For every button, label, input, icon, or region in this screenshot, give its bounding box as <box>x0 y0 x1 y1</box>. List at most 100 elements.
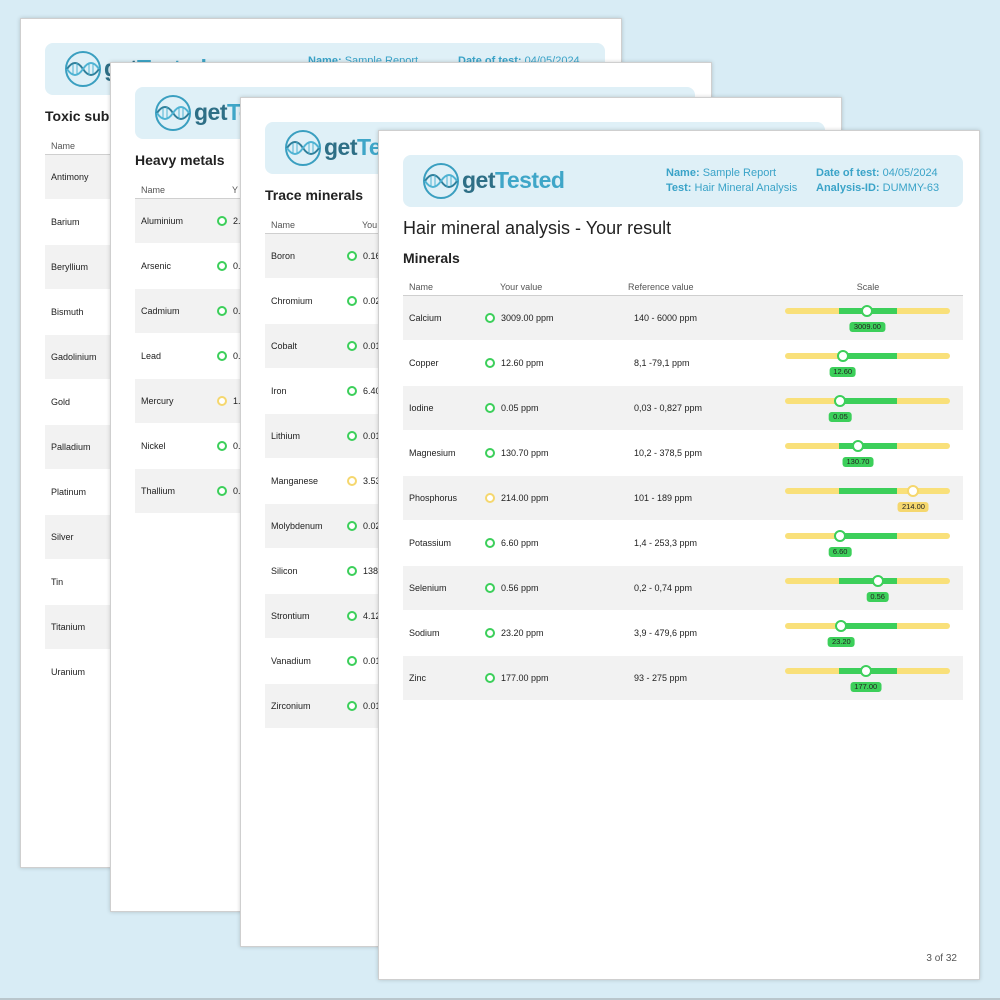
row-reference: 3,9 - 479,6 ppm <box>634 628 698 638</box>
header-label: Test: <box>666 182 692 194</box>
row-reference: 101 - 189 ppm <box>634 493 693 503</box>
scale-label: 12.60 <box>829 367 857 377</box>
row-value: 0.05 ppm <box>501 403 539 413</box>
row-name: Arsenic <box>141 261 172 271</box>
row-name: Barium <box>51 217 80 227</box>
row-value: 23.20 ppm <box>501 628 544 638</box>
row-name: Mercury <box>141 396 174 406</box>
status-icon <box>485 673 495 683</box>
status-icon <box>485 448 495 458</box>
row-value: 0. <box>233 306 241 316</box>
row-reference: 1,4 - 253,3 ppm <box>634 538 698 548</box>
scale-label: 130.70 <box>842 457 874 467</box>
status-icon <box>485 628 495 638</box>
header-field: Test: Hair Mineral Analysis <box>666 180 797 196</box>
row-name: Vanadium <box>271 656 311 666</box>
scale-normal-range <box>839 623 897 629</box>
row-background <box>403 656 963 700</box>
row-name: Gold <box>51 397 71 407</box>
row-reference: 140 - 6000 ppm <box>634 313 698 323</box>
status-icon <box>485 493 495 503</box>
scale-marker <box>834 530 847 542</box>
row-name: Manganese <box>271 476 319 486</box>
scale-normal-range <box>839 488 897 494</box>
row-reference: 8,1 -79,1 ppm <box>634 358 690 368</box>
logo-get: get <box>462 167 496 193</box>
scale-normal-range <box>839 398 897 404</box>
logo-get: get <box>324 134 358 160</box>
row-background <box>403 386 963 430</box>
status-icon <box>347 656 357 666</box>
row-value: 0.01 <box>363 341 381 351</box>
row-value: 0.01 <box>363 431 381 441</box>
row-name: Boron <box>271 251 296 261</box>
scale-marker <box>861 305 874 317</box>
row-value: 0.01 <box>363 656 381 666</box>
status-icon <box>347 611 357 621</box>
row-name: Bismuth <box>51 307 84 317</box>
column-header: You <box>362 220 378 230</box>
header-value: Hair Mineral Analysis <box>694 182 798 194</box>
row-value: 0. <box>233 441 241 451</box>
row-name: Molybdenum <box>271 521 323 531</box>
row-value: 0.16 <box>363 251 381 261</box>
row-name: Lithium <box>271 431 301 441</box>
column-header: Scale <box>856 282 880 292</box>
row-name: Cobalt <box>271 341 298 351</box>
scale-label: 214.00 <box>897 502 929 512</box>
row-background <box>403 296 963 340</box>
page-title: Trace minerals <box>265 187 364 203</box>
logo-icon <box>65 51 101 87</box>
scale-marker <box>907 485 920 497</box>
row-value: 0. <box>233 351 241 361</box>
header-label: Analysis-ID: <box>816 182 880 194</box>
row-background <box>403 476 963 520</box>
status-icon <box>217 351 227 361</box>
status-icon <box>347 431 357 441</box>
section-title: Minerals <box>403 250 460 266</box>
status-icon <box>485 358 495 368</box>
scale-marker <box>836 350 849 362</box>
row-value: 0.01 <box>363 701 381 711</box>
row-value: 3.53 <box>363 476 381 486</box>
row-name: Sodium <box>409 628 440 638</box>
status-icon <box>347 476 357 486</box>
header-label: Name: <box>666 167 700 179</box>
status-icon <box>485 313 495 323</box>
row-name: Platinum <box>51 487 87 497</box>
row-name: Beryllium <box>51 262 89 272</box>
row-background <box>403 566 963 610</box>
page-number: 3 of 32 <box>926 953 957 964</box>
row-name: Potassium <box>409 538 452 548</box>
column-header: Reference value <box>628 282 694 292</box>
scale-normal-range <box>839 353 897 359</box>
scale-label: 6.60 <box>828 547 852 557</box>
scale-label: 23.20 <box>827 637 855 647</box>
status-icon <box>347 566 357 576</box>
logo-tested: Tested <box>495 167 565 193</box>
row-reference: 10,2 - 378,5 ppm <box>634 448 703 458</box>
logo-icon <box>285 130 321 166</box>
header-rule <box>403 295 963 296</box>
page-title: Toxic sub <box>45 108 110 124</box>
header-band: getTested Name: Sample Report Test: Hair M… <box>403 155 963 207</box>
logo-icon <box>155 95 191 131</box>
header-value: 04/05/2024 <box>882 167 938 179</box>
status-icon <box>347 296 357 306</box>
page-title: Hair mineral analysis - Your result <box>403 218 672 238</box>
scale-normal-range <box>839 578 897 584</box>
status-icon <box>347 251 357 261</box>
row-name: Chromium <box>271 296 313 306</box>
row-value: 138 <box>363 566 379 576</box>
column-header: Name <box>51 141 76 151</box>
row-reference: 0,03 - 0,827 ppm <box>634 403 703 413</box>
row-name: Copper <box>409 358 439 368</box>
row-value: 2. <box>233 216 241 226</box>
header-label: Date of test: <box>816 167 880 179</box>
column-header: Name <box>409 282 434 292</box>
row-value: 0. <box>233 261 241 271</box>
row-value: 177.00 ppm <box>501 673 549 683</box>
status-icon <box>347 701 357 711</box>
header-field: Date of test: 04/05/2024 <box>816 165 938 181</box>
